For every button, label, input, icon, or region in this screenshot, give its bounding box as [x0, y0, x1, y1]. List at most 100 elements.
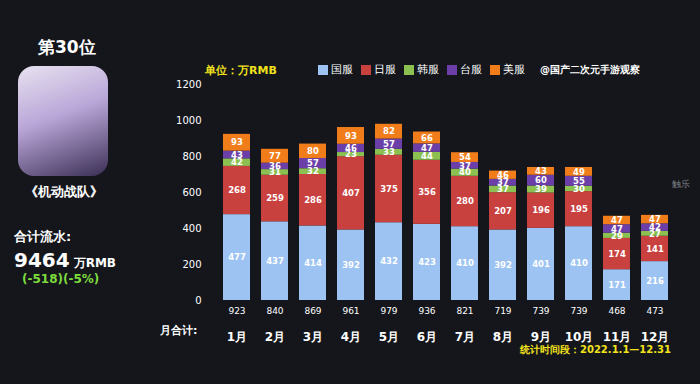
- svg-text:55: 55: [573, 176, 585, 186]
- svg-text:407: 407: [342, 188, 360, 198]
- svg-text:9月: 9月: [531, 330, 551, 344]
- svg-text:200: 200: [182, 259, 201, 270]
- svg-text:60: 60: [535, 175, 547, 185]
- html-text:单位：万RMB: 单位：万RMB: [205, 64, 277, 77]
- svg-text:1月: 1月: [227, 330, 247, 344]
- svg-text:43: 43: [231, 150, 243, 160]
- svg-text:57: 57: [307, 158, 319, 168]
- svg-text:93: 93: [345, 131, 357, 141]
- svg-text:47: 47: [611, 215, 623, 225]
- html-text:美服: 美服: [503, 63, 525, 76]
- svg-text:979: 979: [380, 306, 397, 316]
- svg-text:32: 32: [307, 166, 319, 177]
- svg-text:410: 410: [570, 258, 588, 268]
- svg-text:30: 30: [573, 183, 585, 194]
- svg-text:477: 477: [228, 252, 246, 262]
- svg-text:12月: 12月: [641, 330, 670, 344]
- svg-text:286: 286: [304, 195, 322, 205]
- svg-text:66: 66: [421, 133, 433, 143]
- svg-text:36: 36: [269, 161, 281, 171]
- svg-text:42: 42: [231, 157, 243, 168]
- svg-text:46: 46: [497, 170, 509, 180]
- svg-text:11月: 11月: [603, 330, 632, 344]
- svg-text:37: 37: [497, 184, 509, 195]
- svg-text:280: 280: [456, 196, 474, 206]
- svg-text:400: 400: [182, 223, 201, 234]
- svg-text:375: 375: [380, 184, 398, 194]
- svg-text:468: 468: [608, 306, 625, 316]
- html-text:日服: 日服: [374, 63, 396, 76]
- svg-text:1000: 1000: [176, 115, 201, 126]
- svg-text:4月: 4月: [341, 330, 361, 344]
- svg-text:869: 869: [304, 306, 321, 316]
- svg-text:0: 0: [195, 295, 201, 306]
- svg-text:739: 739: [570, 306, 587, 316]
- svg-text:401: 401: [532, 259, 550, 269]
- svg-text:80: 80: [307, 146, 319, 156]
- svg-text:1200: 1200: [176, 79, 201, 90]
- svg-text:40: 40: [459, 167, 471, 178]
- svg-text:923: 923: [228, 306, 245, 316]
- svg-text:936: 936: [418, 306, 435, 316]
- svg-text:31: 31: [269, 167, 281, 178]
- html-text:月合计:: 月合计:: [160, 324, 198, 337]
- svg-text:600: 600: [182, 187, 201, 198]
- html-text:台服: 台服: [460, 63, 482, 76]
- svg-text:174: 174: [608, 249, 626, 259]
- svg-text:414: 414: [304, 258, 322, 268]
- svg-text:437: 437: [266, 256, 284, 266]
- svg-text:39: 39: [535, 184, 547, 194]
- svg-text:739: 739: [532, 306, 549, 316]
- svg-text:7月: 7月: [455, 330, 475, 344]
- svg-text:82: 82: [383, 126, 395, 136]
- svg-text:43: 43: [535, 166, 547, 176]
- html-text:韩服: 韩服: [417, 63, 439, 76]
- svg-text:195: 195: [570, 204, 588, 214]
- svg-text:207: 207: [494, 206, 512, 216]
- svg-text:3月: 3月: [303, 330, 323, 344]
- svg-text:46: 46: [345, 143, 357, 153]
- svg-text:77: 77: [269, 151, 281, 161]
- svg-text:2月: 2月: [265, 330, 285, 344]
- svg-text:356: 356: [418, 187, 436, 197]
- svg-text:259: 259: [266, 193, 284, 203]
- svg-text:719: 719: [494, 306, 511, 316]
- svg-text:37: 37: [459, 160, 471, 171]
- svg-text:196: 196: [532, 205, 550, 215]
- svg-text:47: 47: [649, 214, 661, 224]
- html-text:(-518)(-5%): (-518)(-5%): [22, 272, 100, 286]
- svg-text:800: 800: [182, 151, 201, 162]
- svg-text:961: 961: [342, 306, 359, 316]
- svg-text:93: 93: [231, 137, 243, 147]
- svg-text:423: 423: [418, 257, 436, 267]
- svg-text:171: 171: [608, 280, 626, 290]
- svg-text:216: 216: [646, 276, 664, 286]
- svg-text:6月: 6月: [417, 330, 437, 344]
- svg-text:29: 29: [611, 230, 623, 241]
- html-text:@国产二次元手游观察: @国产二次元手游观察: [540, 64, 640, 75]
- svg-text:49: 49: [573, 167, 585, 177]
- svg-text:23: 23: [345, 149, 357, 160]
- svg-text:10月: 10月: [565, 330, 594, 344]
- html-text:国服: 国服: [331, 63, 353, 76]
- svg-text:840: 840: [266, 306, 283, 316]
- html-text:《机动战队》: 《机动战队》: [25, 184, 103, 199]
- html-text:第30位: 第30位: [38, 37, 96, 57]
- html-text:9464万RMB: 9464万RMB: [14, 248, 116, 272]
- svg-text:141: 141: [646, 244, 664, 254]
- svg-text:473: 473: [646, 306, 663, 316]
- svg-text:57: 57: [383, 139, 395, 149]
- svg-text:5月: 5月: [379, 330, 399, 344]
- svg-text:821: 821: [456, 306, 473, 316]
- svg-text:268: 268: [228, 185, 246, 195]
- html-text:合计流水:: 合计流水:: [14, 229, 72, 244]
- svg-text:392: 392: [494, 260, 512, 270]
- svg-text:410: 410: [456, 258, 474, 268]
- svg-text:432: 432: [380, 256, 398, 266]
- svg-text:392: 392: [342, 260, 360, 270]
- svg-text:37: 37: [497, 177, 509, 188]
- svg-text:47: 47: [611, 223, 623, 234]
- svg-text:54: 54: [459, 152, 471, 162]
- svg-text:47: 47: [421, 143, 433, 153]
- svg-text:8月: 8月: [493, 330, 513, 344]
